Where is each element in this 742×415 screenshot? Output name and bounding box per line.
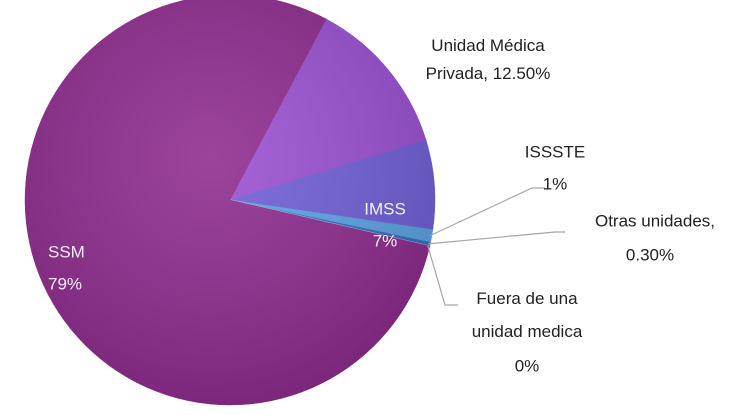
data-label: Unidad Médica Privada, 12.50% xyxy=(426,36,551,83)
category-label: IMSS xyxy=(364,199,406,218)
leader-line xyxy=(429,187,545,237)
category-label: ISSSTE xyxy=(525,142,585,161)
category-label: Unidad Médica Privada, xyxy=(426,36,546,83)
value-label: 7% xyxy=(373,231,398,250)
value-label: 79% xyxy=(48,274,82,293)
category-line: Privada, xyxy=(426,64,493,83)
category-label: Fuera de una unidad medica xyxy=(472,289,583,341)
labels: SSM 79% Unidad Médica Privada, 12.50% IMSS 7%… xyxy=(48,36,715,375)
category-label: SSM xyxy=(48,242,85,261)
category-label: Otras unidades, xyxy=(595,211,715,230)
category-line: unidad medica xyxy=(472,322,583,341)
value-label: 0% xyxy=(515,356,540,375)
leader-line xyxy=(428,231,565,245)
value-label: 12.50% xyxy=(493,64,551,83)
category-line: Unidad Médica xyxy=(431,36,545,55)
value-label: 0.30% xyxy=(626,245,674,264)
category-line: Fuera de una xyxy=(476,289,578,308)
leader-line xyxy=(427,245,458,306)
value-label: 1% xyxy=(543,174,568,193)
